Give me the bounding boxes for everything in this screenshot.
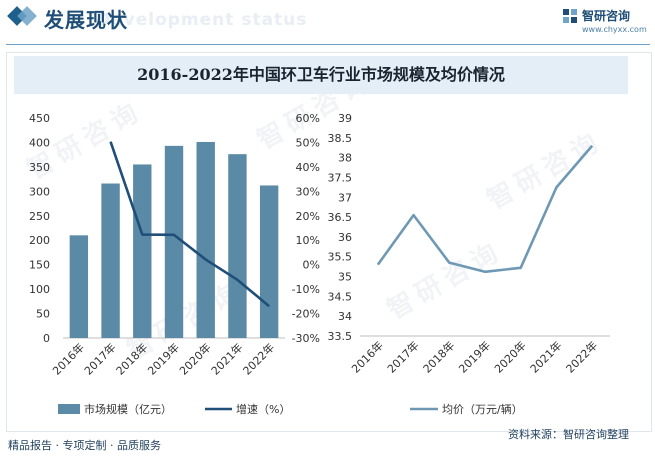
header-divider xyxy=(6,44,650,45)
left-y-tick-label: 350 xyxy=(29,161,50,174)
right-y-tick-label: 40% xyxy=(296,161,320,174)
brand-logo: 智研咨询 www.chyxx.com xyxy=(562,6,650,38)
left-y-tick-label: 250 xyxy=(29,210,50,223)
legend-label-growth-rate: 增速（%） xyxy=(236,402,290,416)
right-y-tick-label: 20% xyxy=(296,210,320,223)
right-y-tick-label: -20% xyxy=(292,308,320,321)
right-y-tick-label: -10% xyxy=(292,283,320,296)
price-x-category-label: 2020年 xyxy=(491,338,528,375)
price-y-tick-label: 34.5 xyxy=(328,290,353,303)
left-y-tick-label: 50 xyxy=(36,308,50,321)
right-y-tick-label: 30% xyxy=(296,185,320,198)
left-y-tick-label: 0 xyxy=(43,332,50,345)
right-y-tick-label: 60% xyxy=(296,112,320,125)
left-y-tick-label: 100 xyxy=(29,283,50,296)
left-y-tick-label: 300 xyxy=(29,185,50,198)
chart-title: 2016-2022年中国环卫车行业市场规模及均价情况 xyxy=(137,65,505,84)
left-y-tick-label: 200 xyxy=(29,234,50,247)
x-category-label: 2022年 xyxy=(240,340,277,377)
price-x-category-label: 2017年 xyxy=(384,338,421,375)
price-y-tick-label: 36.5 xyxy=(328,211,353,224)
price-y-tick-label: 35 xyxy=(338,271,352,284)
bar-market-size xyxy=(164,145,184,338)
footer-services: 精品报告 · 专项定制 · 品质服务 xyxy=(8,439,161,452)
price-x-category-label: 2019年 xyxy=(456,338,493,375)
price-y-tick-label: 35.5 xyxy=(328,251,353,264)
left-y-tick-label: 450 xyxy=(29,112,50,125)
left-y-tick-label: 150 xyxy=(29,259,50,272)
left-y-tick-label: 400 xyxy=(29,136,50,149)
source-note: 资料来源：智研咨询整理 xyxy=(508,428,629,441)
price-y-tick-label: 37 xyxy=(338,191,352,204)
line-average-price xyxy=(376,144,594,274)
chart-title-bar: 2016-2022年中国环卫车行业市场规模及均价情况 xyxy=(14,56,628,94)
brand-logo-icon xyxy=(563,9,577,23)
section-title-en: Development status xyxy=(96,10,308,30)
line-growth-rate xyxy=(109,141,270,308)
price-y-tick-label: 36 xyxy=(338,231,352,244)
price-y-tick-label: 34 xyxy=(338,310,352,323)
price-x-category-label: 2016年 xyxy=(349,338,386,375)
x-category-label: 2016年 xyxy=(50,340,87,377)
x-category-label: 2019年 xyxy=(145,340,182,377)
brand-name: 智研咨询 xyxy=(582,9,631,23)
price-y-tick-label: 39 xyxy=(338,112,352,125)
x-category-label: 2017年 xyxy=(81,340,118,377)
right-y-tick-label: -30% xyxy=(292,332,320,345)
price-y-tick-label: 38 xyxy=(338,152,352,165)
price-y-tick-label: 33.5 xyxy=(328,330,353,343)
bar-market-size xyxy=(133,164,152,338)
bar-market-size xyxy=(69,235,89,338)
x-category-label: 2021年 xyxy=(208,340,245,377)
price-x-category-label: 2022年 xyxy=(563,338,600,375)
price-x-category-label: 2018年 xyxy=(420,338,457,375)
bar-market-size xyxy=(196,141,215,338)
bar-market-size xyxy=(101,183,120,338)
section-title: 发展现状 xyxy=(44,8,128,32)
section-header: Development status 发展现状 xyxy=(0,0,655,44)
price-y-tick-label: 37.5 xyxy=(328,171,353,184)
x-category-label: 2020年 xyxy=(176,340,213,377)
x-category-label: 2018年 xyxy=(113,340,150,377)
right-y-tick-label: 0% xyxy=(303,259,320,272)
legend-swatch-market-size xyxy=(58,404,80,414)
legend-label-market-size: 市场规模（亿元） xyxy=(84,402,172,416)
legend-label-average-price: 均价（万元/辆） xyxy=(442,402,523,416)
right-y-tick-label: 50% xyxy=(296,136,320,149)
bar-market-size xyxy=(228,154,247,338)
price-y-tick-label: 38.5 xyxy=(328,132,353,145)
price-x-category-label: 2021年 xyxy=(527,338,564,375)
bar-market-size xyxy=(259,185,279,338)
right-y-tick-label: 10% xyxy=(296,234,320,247)
brand-url: www.chyxx.com xyxy=(582,25,647,34)
